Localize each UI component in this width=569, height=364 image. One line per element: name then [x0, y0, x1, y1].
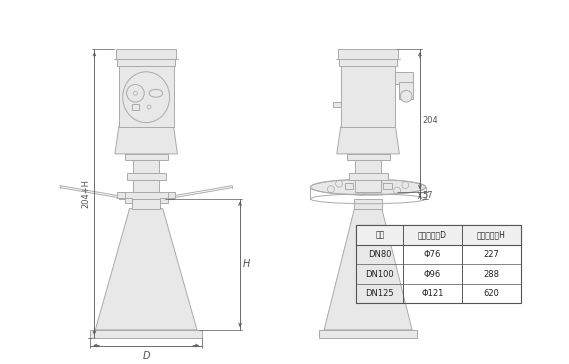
Bar: [117, 192, 125, 198]
Bar: [127, 173, 166, 180]
Bar: [333, 102, 341, 107]
Bar: [341, 66, 395, 127]
Bar: [349, 173, 387, 180]
Bar: [133, 104, 139, 110]
Bar: [134, 160, 159, 173]
Text: Φ121: Φ121: [422, 289, 444, 298]
Bar: [134, 180, 159, 192]
Bar: [116, 49, 176, 59]
Polygon shape: [337, 127, 399, 154]
Text: D: D: [142, 351, 150, 361]
Bar: [338, 49, 398, 59]
Bar: [345, 183, 353, 189]
Circle shape: [401, 90, 412, 102]
Text: DN80: DN80: [368, 250, 391, 259]
Bar: [339, 59, 397, 66]
Text: 法兰: 法兰: [375, 230, 385, 240]
Bar: [399, 82, 413, 99]
Bar: [125, 198, 133, 203]
Ellipse shape: [311, 179, 426, 195]
Text: 57: 57: [423, 191, 434, 200]
Text: DN100: DN100: [365, 270, 394, 278]
Bar: [356, 225, 521, 245]
Bar: [356, 225, 521, 304]
Bar: [347, 154, 390, 160]
Bar: [354, 199, 382, 209]
Bar: [133, 199, 160, 209]
Ellipse shape: [121, 66, 172, 127]
Polygon shape: [115, 127, 178, 154]
Bar: [168, 192, 175, 198]
Text: 204: 204: [423, 116, 439, 125]
Bar: [383, 183, 391, 189]
Text: 227: 227: [483, 250, 499, 259]
Bar: [395, 72, 413, 83]
Bar: [319, 330, 417, 338]
Bar: [119, 192, 174, 199]
Bar: [356, 160, 381, 173]
Text: Φ96: Φ96: [424, 270, 441, 278]
Bar: [117, 59, 175, 66]
Text: 喇叭口高度H: 喇叭口高度H: [477, 230, 506, 240]
Text: 288: 288: [483, 270, 499, 278]
Text: 喇叭口直径D: 喇叭口直径D: [418, 230, 447, 240]
Text: H: H: [243, 260, 250, 269]
Text: 204+H: 204+H: [81, 179, 90, 208]
Bar: [119, 66, 174, 127]
Text: Φ76: Φ76: [424, 250, 442, 259]
Bar: [160, 198, 168, 203]
Text: 620: 620: [483, 289, 499, 298]
Text: DN125: DN125: [365, 289, 394, 298]
Bar: [125, 154, 168, 160]
Bar: [90, 330, 202, 338]
Polygon shape: [324, 209, 412, 330]
Bar: [356, 180, 381, 192]
Polygon shape: [96, 209, 197, 330]
